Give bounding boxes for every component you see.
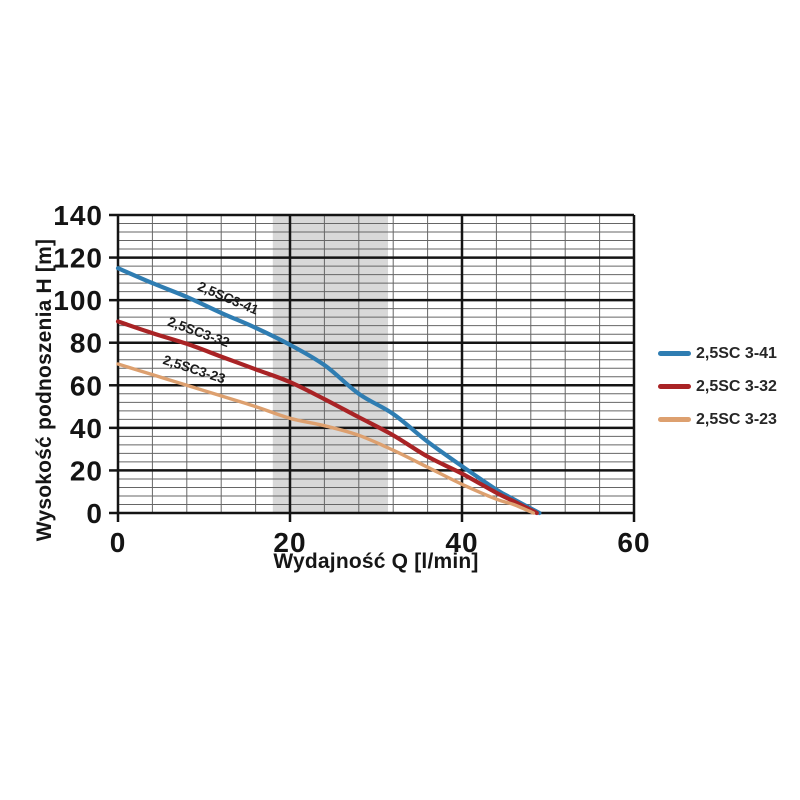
- operating-range-band: [272, 215, 389, 513]
- y-tick-label: 0: [86, 498, 103, 529]
- x-axis-title: Wydajność Q [l/min]: [273, 550, 479, 573]
- x-tick-label: 40: [445, 527, 478, 558]
- pump-curve: [116, 362, 536, 515]
- legend-swatch-line-icon: [658, 417, 691, 422]
- y-tick-label: 80: [70, 328, 103, 359]
- y-tick-label: 20: [70, 455, 103, 486]
- y-tick-label: 140: [53, 200, 103, 231]
- legend-label: 2,5SC 3-23: [696, 410, 777, 428]
- pump-curve: [115, 266, 542, 516]
- legend-swatch-line-icon: [658, 384, 691, 389]
- x-tick-label: 0: [110, 527, 127, 558]
- legend-item: 2,5SC 3-23: [658, 403, 777, 436]
- legend-swatch-line-icon: [658, 351, 691, 356]
- y-tick-label: 60: [70, 370, 103, 401]
- y-axis-title: Wysokość podnoszenia H [m]: [33, 238, 56, 542]
- legend-item: 2,5SC 3-41: [658, 337, 777, 370]
- y-tick-label: 120: [53, 243, 103, 274]
- x-tick-label: 20: [273, 527, 306, 558]
- y-tick-label: 40: [70, 413, 103, 444]
- curve-label: 2,5SC3-41: [195, 279, 261, 318]
- pump-curve: [115, 319, 539, 516]
- y-tick-label: 100: [53, 285, 103, 316]
- x-tick-label: 60: [617, 527, 650, 558]
- legend-label: 2,5SC 3-32: [696, 377, 777, 395]
- legend-label: 2,5SC 3-41: [696, 344, 777, 362]
- legend: 2,5SC 3-41 2,5SC 3-32 2,5SC 3-23: [658, 337, 777, 436]
- legend-item: 2,5SC 3-32: [658, 370, 777, 403]
